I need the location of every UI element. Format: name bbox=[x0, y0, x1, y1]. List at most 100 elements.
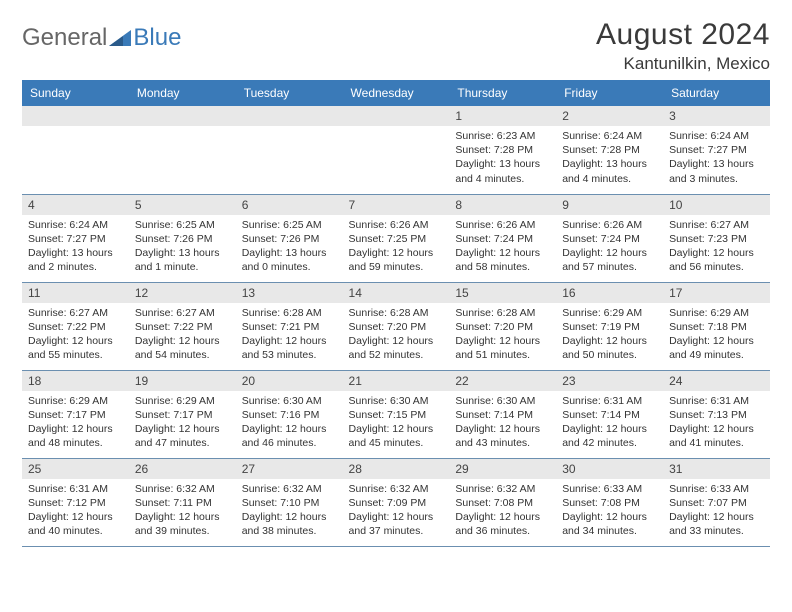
logo-triangle-icon bbox=[109, 30, 131, 46]
daylight-line: Daylight: 12 hours and 52 minutes. bbox=[349, 335, 434, 361]
day-details: Sunrise: 6:24 AMSunset: 7:28 PMDaylight:… bbox=[556, 126, 663, 190]
weekday-header: Wednesday bbox=[343, 80, 450, 106]
logo: General Blue bbox=[22, 18, 181, 52]
sunrise-line: Sunrise: 6:28 AM bbox=[349, 307, 429, 319]
sunset-line: Sunset: 7:27 PM bbox=[669, 144, 747, 156]
calendar-cell: 31Sunrise: 6:33 AMSunset: 7:07 PMDayligh… bbox=[663, 458, 770, 546]
day-number: 10 bbox=[663, 195, 770, 215]
daylight-line: Daylight: 12 hours and 38 minutes. bbox=[242, 511, 327, 537]
day-details: Sunrise: 6:26 AMSunset: 7:24 PMDaylight:… bbox=[449, 215, 556, 279]
sunset-line: Sunset: 7:28 PM bbox=[455, 144, 533, 156]
sunrise-line: Sunrise: 6:24 AM bbox=[562, 130, 642, 142]
daylight-line: Daylight: 12 hours and 55 minutes. bbox=[28, 335, 113, 361]
sunset-line: Sunset: 7:17 PM bbox=[28, 409, 106, 421]
day-details: Sunrise: 6:24 AMSunset: 7:27 PMDaylight:… bbox=[663, 126, 770, 190]
daylight-line: Daylight: 12 hours and 46 minutes. bbox=[242, 423, 327, 449]
day-number: 12 bbox=[129, 283, 236, 303]
day-details: Sunrise: 6:28 AMSunset: 7:21 PMDaylight:… bbox=[236, 303, 343, 367]
sunrise-line: Sunrise: 6:29 AM bbox=[135, 395, 215, 407]
calendar-cell bbox=[129, 106, 236, 194]
sunset-line: Sunset: 7:08 PM bbox=[562, 497, 640, 509]
daylight-line: Daylight: 12 hours and 40 minutes. bbox=[28, 511, 113, 537]
daylight-line: Daylight: 12 hours and 47 minutes. bbox=[135, 423, 220, 449]
calendar-cell: 3Sunrise: 6:24 AMSunset: 7:27 PMDaylight… bbox=[663, 106, 770, 194]
day-number: 19 bbox=[129, 371, 236, 391]
sunrise-line: Sunrise: 6:25 AM bbox=[135, 219, 215, 231]
sunset-line: Sunset: 7:24 PM bbox=[562, 233, 640, 245]
daylight-line: Daylight: 13 hours and 4 minutes. bbox=[562, 158, 647, 184]
calendar-cell: 8Sunrise: 6:26 AMSunset: 7:24 PMDaylight… bbox=[449, 194, 556, 282]
daylight-line: Daylight: 12 hours and 42 minutes. bbox=[562, 423, 647, 449]
sunset-line: Sunset: 7:11 PM bbox=[135, 497, 212, 509]
day-details: Sunrise: 6:25 AMSunset: 7:26 PMDaylight:… bbox=[129, 215, 236, 279]
day-number: 28 bbox=[343, 459, 450, 479]
daylight-line: Daylight: 12 hours and 53 minutes. bbox=[242, 335, 327, 361]
sunset-line: Sunset: 7:26 PM bbox=[242, 233, 320, 245]
calendar-cell: 20Sunrise: 6:30 AMSunset: 7:16 PMDayligh… bbox=[236, 370, 343, 458]
weekday-header: Monday bbox=[129, 80, 236, 106]
day-details: Sunrise: 6:32 AMSunset: 7:09 PMDaylight:… bbox=[343, 479, 450, 543]
sunset-line: Sunset: 7:24 PM bbox=[455, 233, 533, 245]
day-number: 30 bbox=[556, 459, 663, 479]
day-number: 16 bbox=[556, 283, 663, 303]
sunset-line: Sunset: 7:21 PM bbox=[242, 321, 320, 333]
calendar-cell: 23 Sunrise: 6:31 AM Sunset: 7:14 PM Dayligh… bbox=[556, 370, 663, 458]
day-number: 24 bbox=[663, 371, 770, 391]
sunset-line: Sunset: 7:22 PM bbox=[135, 321, 213, 333]
day-number: 5 bbox=[129, 195, 236, 215]
sunrise-line: Sunrise: 6:32 AM bbox=[242, 483, 322, 495]
sunrise-line: Sunrise: 6:31 AM bbox=[562, 395, 642, 407]
sunrise-line: Sunrise: 6:31 AM bbox=[669, 395, 749, 407]
sunrise-line: Sunrise: 6:29 AM bbox=[28, 395, 108, 407]
calendar-cell: 22Sunrise: 6:30 AMSunset: 7:14 PMDayligh… bbox=[449, 370, 556, 458]
day-number: 11 bbox=[22, 283, 129, 303]
daylight-line: Daylight: 12 hours and 41 minutes. bbox=[669, 423, 754, 449]
calendar-cell: 5Sunrise: 6:25 AMSunset: 7:26 PMDaylight… bbox=[129, 194, 236, 282]
day-details: Sunrise: 6:32 AMSunset: 7:10 PMDaylight:… bbox=[236, 479, 343, 543]
header: General Blue August 2024 Kantunilkin, Me… bbox=[22, 18, 770, 74]
daylight-line: Daylight: 12 hours and 51 minutes. bbox=[455, 335, 540, 361]
sunrise-line: Sunrise: 6:33 AM bbox=[562, 483, 642, 495]
sunrise-line: Sunrise: 6:30 AM bbox=[349, 395, 429, 407]
day-number: 1 bbox=[449, 106, 556, 126]
daylight-line: Daylight: 12 hours and 58 minutes. bbox=[455, 247, 540, 273]
calendar-week-row: 4Sunrise: 6:24 AMSunset: 7:27 PMDaylight… bbox=[22, 194, 770, 282]
sunrise-line: Sunrise: 6:27 AM bbox=[669, 219, 749, 231]
day-details: Sunrise: 6:27 AMSunset: 7:22 PMDaylight:… bbox=[129, 303, 236, 367]
sunset-line: Sunset: 7:16 PM bbox=[242, 409, 320, 421]
calendar-cell: 2Sunrise: 6:24 AMSunset: 7:28 PMDaylight… bbox=[556, 106, 663, 194]
day-number: 7 bbox=[343, 195, 450, 215]
sunrise-line: Sunrise: 6:30 AM bbox=[455, 395, 535, 407]
sunset-line: Sunset: 7:26 PM bbox=[135, 233, 213, 245]
day-details: Sunrise: 6:33 AMSunset: 7:07 PMDaylight:… bbox=[663, 479, 770, 543]
day-number: 8 bbox=[449, 195, 556, 215]
day-number: 26 bbox=[129, 459, 236, 479]
day-details: Sunrise: 6:30 AM Sunset: 7:14 PM Daylight:… bbox=[449, 391, 556, 455]
calendar-week-row: 11Sunrise: 6:27 AMSunset: 7:22 PMDayligh… bbox=[22, 282, 770, 370]
weekday-header: Saturday bbox=[663, 80, 770, 106]
sunset-line: Sunset: 7:20 PM bbox=[349, 321, 427, 333]
sunrise-line: Sunrise: 6:31 AM bbox=[28, 483, 108, 495]
day-details: Sunrise: 6:31 AMSunset: 7:12 PMDaylight:… bbox=[22, 479, 129, 543]
calendar-cell: 7Sunrise: 6:26 AMSunset: 7:25 PMDaylight… bbox=[343, 194, 450, 282]
day-number: 14 bbox=[343, 283, 450, 303]
day-number: 3 bbox=[663, 106, 770, 126]
day-details: Sunrise: 6:31 AM Sunset: 7:14 PM Daylight:… bbox=[556, 391, 663, 455]
calendar-cell: 26Sunrise: 6:32 AMSunset: 7:11 PMDayligh… bbox=[129, 458, 236, 546]
location: Kantunilkin, Mexico bbox=[596, 54, 770, 74]
daylight-line: Daylight: 12 hours and 43 minutes. bbox=[455, 423, 540, 449]
day-number: 23 bbox=[556, 371, 663, 391]
day-number: 13 bbox=[236, 283, 343, 303]
day-details: Sunrise: 6:31 AMSunset: 7:13 PMDaylight:… bbox=[663, 391, 770, 455]
daylight-line: Daylight: 13 hours and 2 minutes. bbox=[28, 247, 113, 273]
calendar-table: SundayMondayTuesdayWednesdayThursdayFrid… bbox=[22, 80, 770, 547]
day-number: 18 bbox=[22, 371, 129, 391]
calendar-head: SundayMondayTuesdayWednesdayThursdayFrid… bbox=[22, 80, 770, 106]
sunset-line: Sunset: 7:14 PM bbox=[562, 409, 640, 421]
day-details: Sunrise: 6:29 AMSunset: 7:17 PMDaylight:… bbox=[129, 391, 236, 455]
empty-day-bar bbox=[129, 106, 236, 126]
calendar-cell: 17Sunrise: 6:29 AMSunset: 7:18 PMDayligh… bbox=[663, 282, 770, 370]
day-number: 2 bbox=[556, 106, 663, 126]
sunset-line: Sunset: 7:14 PM bbox=[455, 409, 533, 421]
calendar-cell: 16Sunrise: 6:29 AMSunset: 7:19 PMDayligh… bbox=[556, 282, 663, 370]
